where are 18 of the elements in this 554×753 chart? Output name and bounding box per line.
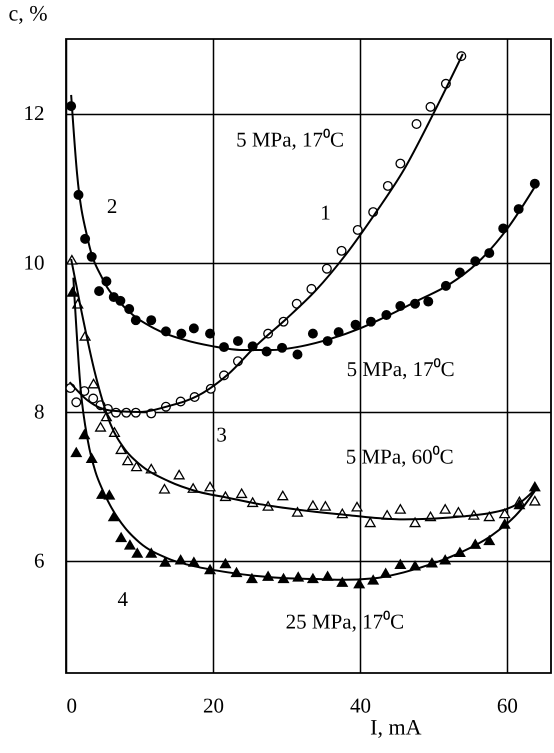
x-axis-title: I, mA bbox=[370, 714, 422, 740]
annotation: 5 MPa, 17⁰C bbox=[236, 127, 344, 152]
x-tick-label: 0 bbox=[66, 694, 77, 718]
annotation: 4 bbox=[117, 587, 128, 612]
x-tick-label: 20 bbox=[202, 694, 224, 718]
y-tick-label: 6 bbox=[34, 548, 44, 573]
x-tick-label: 60 bbox=[496, 694, 518, 718]
y-tick-label: 8 bbox=[34, 399, 44, 424]
annotation: 3 bbox=[216, 422, 227, 446]
y-axis-title: c, % bbox=[8, 0, 48, 26]
annotation: 2 bbox=[106, 194, 118, 218]
y-tick-label: 12 bbox=[24, 101, 44, 126]
annotation: 1 bbox=[320, 200, 331, 224]
annotation: 25 MPa, 17⁰C bbox=[286, 609, 404, 634]
x-tick-label: 40 bbox=[350, 694, 371, 718]
y-tick-label: 10 bbox=[24, 250, 44, 274]
annotation: 5 MPa, 60⁰C bbox=[346, 444, 454, 468]
annotation: 5 MPa, 17⁰C bbox=[346, 356, 455, 381]
